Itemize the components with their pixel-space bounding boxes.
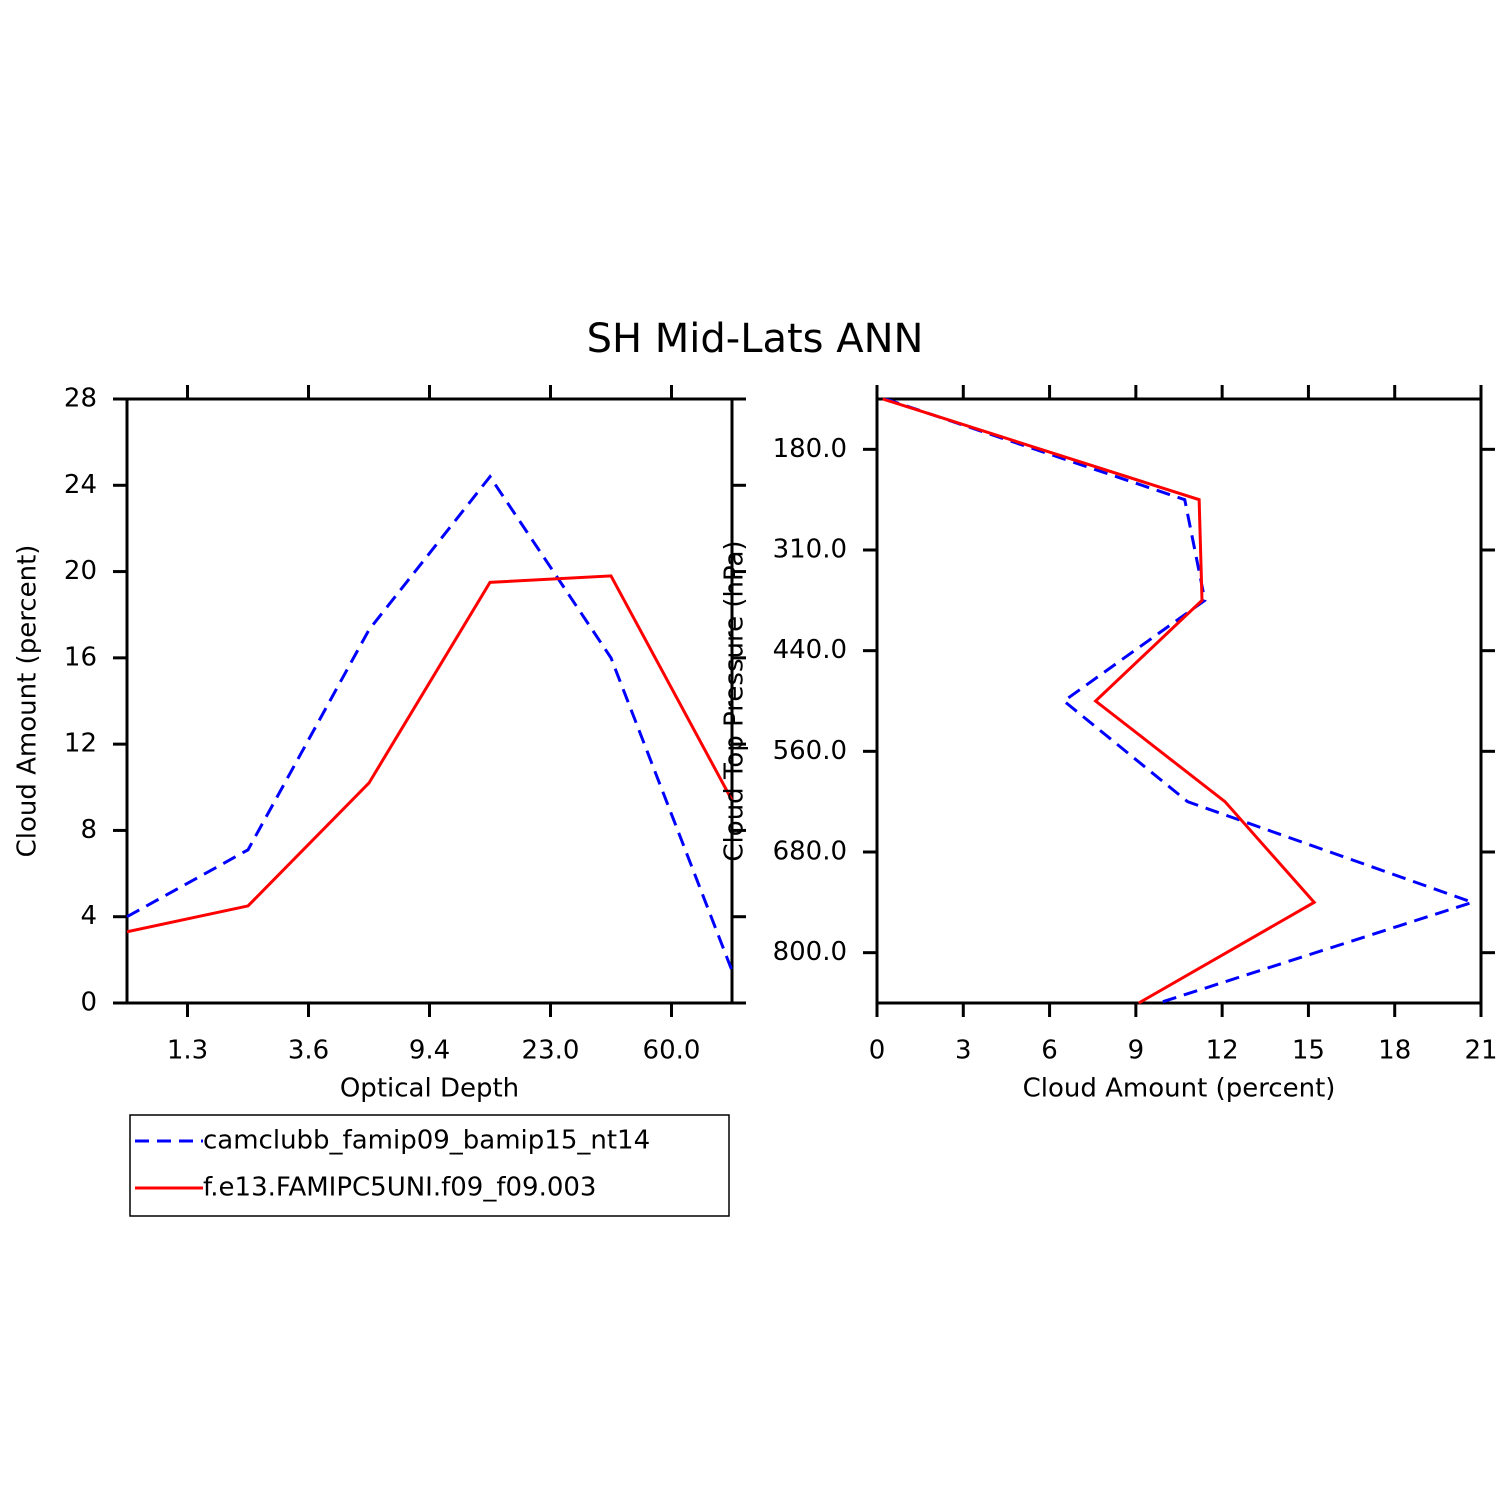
y-tick-label: 560.0 <box>773 736 847 766</box>
x-tick-label: 12 <box>1206 1036 1239 1066</box>
plot-frame <box>875 397 1483 1005</box>
y-tick-label: 680.0 <box>773 837 847 867</box>
y-tick-label: 20 <box>64 556 97 586</box>
legend-label: f.e13.FAMIPC5UNI.f09_f09.003 <box>203 1173 596 1203</box>
y-tick-label: 440.0 <box>773 635 847 665</box>
y-axis-title: Cloud Top Pressure (hPa) <box>720 540 750 861</box>
x-tick-label: 9 <box>1128 1036 1145 1066</box>
series-line <box>126 474 734 972</box>
y-tick-label: 8 <box>80 815 97 845</box>
y-tick-label: 4 <box>80 901 97 931</box>
legend-label: camclubb_famip09_bamip15_nt14 <box>203 1126 650 1156</box>
y-tick-label: 310.0 <box>773 535 847 565</box>
x-tick-label: 0 <box>869 1036 886 1066</box>
x-tick-label: 18 <box>1378 1036 1411 1066</box>
y-tick-label: 0 <box>80 988 97 1018</box>
y-tick-label: 180.0 <box>773 434 847 464</box>
x-axis-title: Cloud Amount (percent) <box>1023 1074 1336 1104</box>
x-axis-title: Optical Depth <box>340 1074 519 1104</box>
y-tick-label: 28 <box>64 384 97 414</box>
x-tick-label: 3.6 <box>288 1036 329 1066</box>
y-tick-label: 16 <box>64 642 97 672</box>
x-tick-label: 6 <box>1041 1036 1058 1066</box>
x-tick-label: 60.0 <box>643 1036 701 1066</box>
series-line <box>885 397 1478 1005</box>
series-line <box>126 574 734 934</box>
x-tick-label: 3 <box>955 1036 972 1066</box>
y-tick-label: 800.0 <box>773 937 847 967</box>
series-line <box>882 397 1317 1005</box>
figure-title: SH Mid-Lats ANN <box>587 316 924 362</box>
x-tick-label: 1.3 <box>167 1036 208 1066</box>
y-axis-title: Cloud Amount (percent) <box>13 545 43 858</box>
y-tick-label: 12 <box>64 729 97 759</box>
x-tick-label: 23.0 <box>522 1036 580 1066</box>
x-tick-label: 9.4 <box>409 1036 450 1066</box>
y-tick-label: 24 <box>64 470 97 500</box>
x-tick-label: 15 <box>1292 1036 1325 1066</box>
legend-box <box>129 1114 730 1217</box>
x-tick-label: 21 <box>1464 1036 1497 1066</box>
